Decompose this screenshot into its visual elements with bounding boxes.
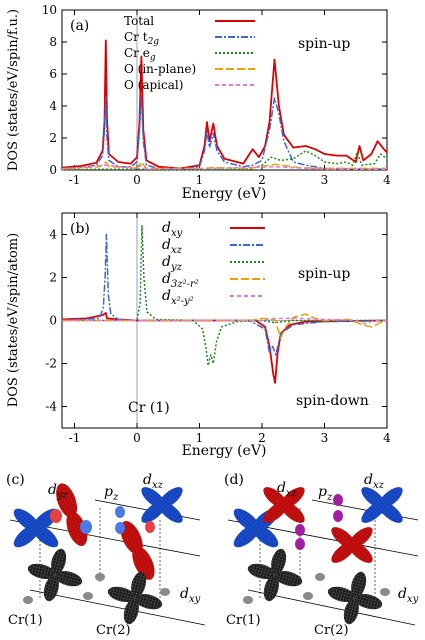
panel-label-d: (d) <box>224 472 244 488</box>
series-line-o-apical- <box>61 164 387 170</box>
orbital-pz-blue <box>80 506 125 534</box>
orbital-dxy-black-right <box>107 571 163 625</box>
x-tick-label: 0 <box>133 173 141 187</box>
panel-label-b: (b) <box>70 221 90 237</box>
x-tick-label: 0 <box>133 431 141 445</box>
orbital-dxy-black-left <box>27 548 83 602</box>
label-cr2-c: Cr(2) <box>96 623 131 638</box>
orbital-dxz-red-top-d <box>263 487 305 523</box>
series-line-cr-e-g <box>61 150 388 171</box>
label-dxz-left-d: dxz <box>277 480 298 499</box>
legend-a-item-cr-t2g: Cr t2g <box>124 30 159 47</box>
series-line-total <box>61 39 388 170</box>
x-tick-label: 4 <box>383 173 391 187</box>
label-pz-d: pz <box>318 484 333 503</box>
axes-b: -1 0 1 2 3 4 -4 -2 0 2 4 <box>45 213 391 445</box>
series-line-d-x2-y2 <box>62 317 387 325</box>
x-tick-label: 1 <box>196 431 204 445</box>
y-tick-label: -4 <box>45 400 57 414</box>
y-tick-label: 4 <box>49 228 57 242</box>
label-dyz-c: dyz <box>48 482 69 501</box>
legend-b-item-dxy: dxy <box>162 220 183 239</box>
label-dxz-c: dxz <box>143 472 164 491</box>
legend-a-item-cr-eg: Cr eg <box>124 46 156 63</box>
legend-a-item-total: Total <box>124 14 154 28</box>
y-axis-label-b: DOS (states/eV/spin/atom) <box>6 233 21 407</box>
label-cr2-d: Cr(2) <box>314 623 349 638</box>
legend-a: Total Cr t2g Cr eg O (in-plane) O (apica… <box>124 14 255 92</box>
y-tick-label: 2 <box>49 131 57 145</box>
series-line-d-yz <box>62 225 387 367</box>
legend-b-item-dyz: dyz <box>162 254 183 273</box>
orbital-red-center <box>120 520 155 580</box>
series-group-b <box>61 225 388 384</box>
orbital-dxy-black-left-d <box>247 548 303 602</box>
x-tick-label: 2 <box>258 173 266 187</box>
orbital-dyz-red <box>50 483 88 546</box>
label-dxz-right-d: dxz <box>364 472 385 491</box>
series-line-d-xy <box>61 312 388 384</box>
y-axis-label-a: DOS (states/eV/spin/f.u.) <box>6 9 21 171</box>
legend-b-item-dx2y2: dx²-y² <box>162 288 194 307</box>
label-pz-c: pz <box>104 484 119 503</box>
annotation-spin-up-b: spin-up <box>298 266 350 282</box>
annotation-cr1-b: Cr (1) <box>128 400 170 416</box>
label-cr1-d: Cr(1) <box>226 613 261 628</box>
orbital-pz-purple <box>295 494 343 550</box>
panel-b: -1 0 1 2 3 4 -4 -2 0 2 4 (b) spin-up spin-down Cr … <box>6 212 391 459</box>
x-axis-label-b: Energy (eV) <box>182 443 267 459</box>
y-tick-label: -2 <box>45 357 57 371</box>
x-tick-label: 3 <box>321 173 329 187</box>
orbital-dxy-black-right-d <box>327 571 383 625</box>
y-tick-label: 2 <box>49 271 57 285</box>
y-tick-label: 0 <box>49 163 57 177</box>
series-line-cr-t2g <box>61 95 388 170</box>
panel-label-c: (c) <box>6 472 25 488</box>
panel-d: (d) <box>224 472 419 638</box>
annotation-spin-up-a: spin-up <box>298 36 350 52</box>
plane-line <box>29 589 206 626</box>
x-tick-label: 4 <box>383 431 391 445</box>
legend-a-item-o-inplane: O (in-plane) <box>124 62 196 76</box>
panel-c: (c) <box>6 472 206 638</box>
x-tick-label: -1 <box>69 173 81 187</box>
panel-label-a: (a) <box>70 18 89 34</box>
y-tick-label: 6 <box>49 67 57 81</box>
label-dxy-d: dxy <box>398 586 419 605</box>
series-line-d-3z2-r2 <box>62 313 388 339</box>
y-tick-label: 10 <box>42 3 57 17</box>
orbital-dxz-blue-right-d <box>361 487 403 523</box>
x-tick-label: 1 <box>196 173 204 187</box>
y-tick-label: 4 <box>49 99 57 113</box>
x-tick-label: -1 <box>69 431 81 445</box>
legend-a-item-o-apical: O (apical) <box>124 78 183 92</box>
label-cr1-c: Cr(1) <box>8 613 43 628</box>
legend-b-item-dxz: dxz <box>162 237 183 256</box>
orbital-gray-spheres <box>23 573 170 604</box>
annotation-spin-down-b: spin-down <box>296 393 369 409</box>
orbital-dxz-blue-right <box>141 487 183 523</box>
panel-a: -1 0 1 2 3 4 0 2 4 6 8 10 (a) spin-up Energy (eV) D… <box>6 3 391 202</box>
label-dxy-c: dxy <box>180 586 201 605</box>
series-group-a <box>61 39 388 171</box>
x-tick-label: 2 <box>258 431 266 445</box>
plot-frame-a <box>61 9 388 171</box>
legend-b: dxy dxz dyz d3z²-r² dx²-y² <box>162 220 265 307</box>
y-tick-label: 0 <box>49 314 57 328</box>
y-tick-label: 8 <box>49 35 57 49</box>
x-axis-label-a: Energy (eV) <box>182 186 267 202</box>
x-tick-label: 3 <box>321 431 329 445</box>
series-line-d-xz <box>61 233 388 356</box>
orbital-gray-spheres-d <box>243 573 390 604</box>
legend-b-item-d3z2: d3z²-r² <box>162 271 199 290</box>
axes-a: -1 0 1 2 3 4 0 2 4 6 8 10 <box>42 3 391 187</box>
series-line-o-in-plane- <box>61 161 387 170</box>
orbital-dxz-red-center-d <box>331 527 373 563</box>
